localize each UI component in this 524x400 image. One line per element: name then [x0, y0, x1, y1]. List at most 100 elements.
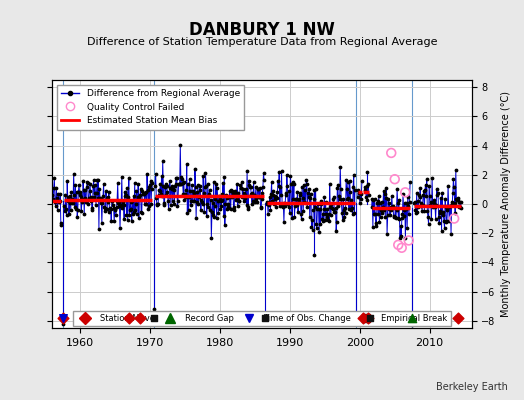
Point [146, 182, 154, 188]
Point [436, 207, 444, 214]
Point [121, 188, 129, 195]
Point [189, 188, 198, 194]
Point [53, 206, 62, 213]
Point [279, 200, 288, 207]
Point [300, 181, 308, 188]
Point [282, 172, 291, 178]
Point [416, 194, 424, 200]
Point [219, 180, 227, 186]
Point [287, 180, 295, 187]
Point [343, 186, 351, 192]
Point [217, 203, 225, 210]
Point [292, 202, 301, 208]
Point [206, 207, 214, 214]
Point [435, 210, 444, 216]
Point [194, 201, 203, 208]
Point [339, 196, 347, 202]
Point [329, 206, 337, 212]
Point [209, 212, 217, 218]
Point [68, 196, 77, 202]
Point [177, 174, 185, 180]
Point [339, 217, 347, 223]
Point [345, 205, 353, 212]
Point [220, 213, 228, 220]
Point [363, 183, 372, 189]
Point [124, 194, 133, 200]
Point [245, 182, 254, 188]
Point [310, 186, 319, 193]
Point [101, 204, 110, 211]
Point [352, 318, 361, 324]
Point [445, 218, 453, 224]
Point [138, 188, 147, 194]
Point [227, 187, 235, 194]
Point [212, 215, 221, 221]
Point [170, 200, 179, 207]
Point [299, 195, 307, 202]
Point [333, 219, 341, 225]
Point [431, 216, 440, 222]
Point [304, 194, 313, 201]
Point [373, 200, 381, 206]
Point [331, 209, 339, 215]
Point [453, 197, 462, 203]
Point [291, 202, 299, 209]
Point [140, 201, 149, 208]
Point [440, 218, 448, 224]
Point [83, 179, 91, 185]
Point [316, 197, 325, 204]
Point [384, 212, 392, 218]
Point [200, 209, 209, 216]
Text: Difference of Station Temperature Data from Regional Average: Difference of Station Temperature Data f… [87, 37, 437, 47]
Point [172, 175, 181, 181]
Point [105, 189, 113, 195]
Point [212, 181, 220, 188]
Point [340, 206, 348, 213]
Point [167, 202, 175, 208]
Point [348, 205, 356, 211]
Point [314, 205, 323, 212]
Point [427, 199, 435, 205]
Point [435, 220, 443, 226]
Point [239, 186, 247, 192]
Point [64, 194, 73, 200]
Point [419, 192, 428, 198]
Point [309, 207, 318, 213]
Point [410, 200, 419, 206]
Point [363, 169, 371, 175]
Point [125, 175, 133, 181]
Point [104, 194, 112, 200]
Point [209, 200, 217, 206]
Point [449, 176, 457, 182]
Point [357, 196, 365, 202]
Point [100, 204, 108, 210]
Point [457, 205, 465, 212]
Point [213, 184, 222, 191]
Point [447, 199, 456, 205]
Point [421, 187, 429, 193]
Point [111, 206, 119, 212]
Point [157, 173, 166, 180]
Point [235, 198, 243, 204]
Point [104, 199, 113, 205]
Point [204, 181, 212, 187]
Point [138, 210, 146, 216]
Point [453, 314, 462, 321]
Point [73, 214, 81, 220]
Point [304, 190, 312, 196]
Point [443, 206, 452, 213]
Point [282, 190, 290, 196]
Point [390, 214, 398, 220]
Point [191, 166, 199, 172]
Point [232, 197, 240, 203]
Point [293, 189, 302, 196]
Point [231, 190, 239, 196]
Point [161, 184, 169, 190]
Point [71, 182, 80, 188]
Point [297, 216, 305, 223]
Point [136, 192, 144, 199]
Point [249, 178, 258, 185]
Point [442, 219, 451, 225]
Point [56, 198, 64, 204]
Point [254, 186, 263, 192]
